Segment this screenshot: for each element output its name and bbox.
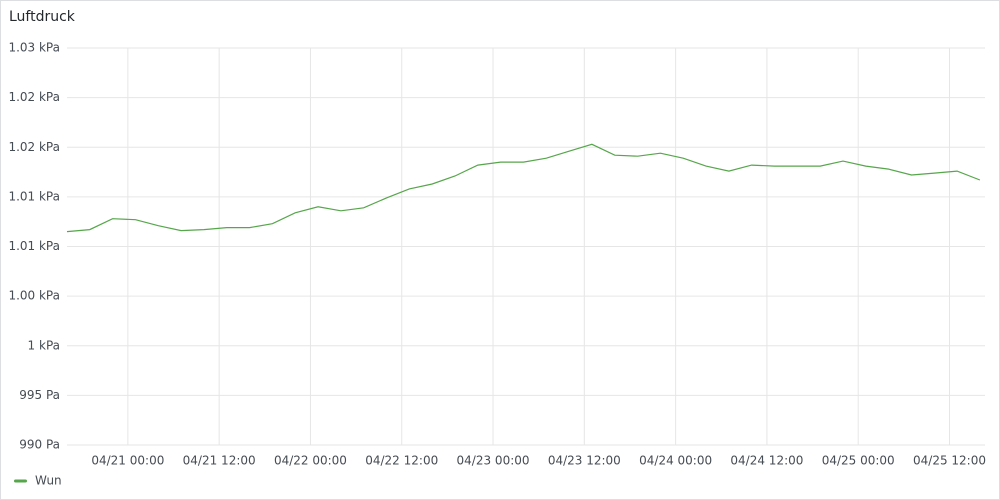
x-tick-label: 04/22 00:00 [274,454,347,468]
x-tick-label: 04/21 00:00 [91,454,164,468]
x-tick-label: 04/24 00:00 [639,454,712,468]
x-tick-label: 04/21 12:00 [183,454,256,468]
x-tick-label: 04/25 00:00 [822,454,895,468]
x-tick-label: 04/24 12:00 [730,454,803,468]
series-line [66,143,981,233]
y-tick-label: 1.03 kPa [8,41,60,55]
legend-swatch [14,479,27,483]
chart-title: Luftdruck [9,9,76,25]
x-tick-label: 04/22 12:00 [365,454,438,468]
y-tick-label: 1 kPa [28,338,60,352]
x-tick-label: 04/23 00:00 [457,454,530,468]
legend-label: Wun [35,474,62,488]
x-tick-label: 04/25 12:00 [913,454,986,468]
y-tick-label: 1.00 kPa [8,289,60,303]
y-tick-label: 1.02 kPa [8,90,60,104]
y-tick-label: 990 Pa [19,438,60,452]
x-tick-label: 04/23 12:00 [548,454,621,468]
y-tick-label: 1.01 kPa [8,239,60,253]
y-tick-label: 1.01 kPa [8,189,60,203]
y-tick-label: 995 Pa [19,388,60,402]
y-tick-label: 1.02 kPa [8,140,60,154]
